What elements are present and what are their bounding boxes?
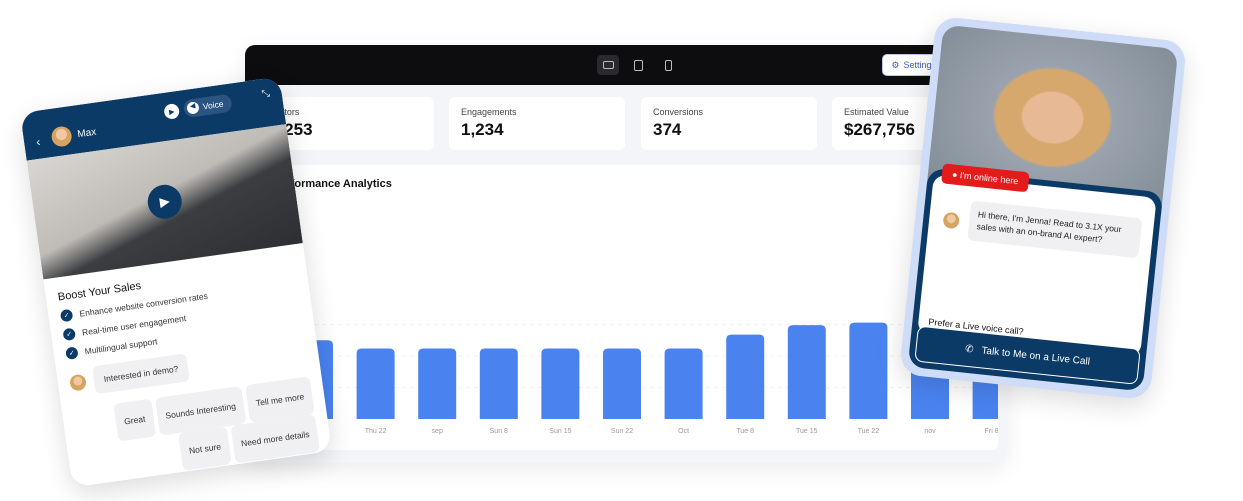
stat-label: Conversions xyxy=(653,107,704,117)
back-icon[interactable]: ‹ xyxy=(35,134,42,150)
stat-conversions: Conversions 374 xyxy=(641,97,817,150)
agent-message: Hi there, I'm Jenna! Read to 3.1X your s… xyxy=(967,200,1143,259)
call-button-label: Talk to Me on a Live Call xyxy=(980,344,1091,368)
x-tick-label: Sun 15 xyxy=(549,428,571,435)
mobile-icon[interactable] xyxy=(657,55,679,75)
bar[interactable] xyxy=(787,325,826,419)
play-icon[interactable]: ▶ xyxy=(163,102,181,120)
agent-avatar xyxy=(942,211,960,230)
expand-icon[interactable]: ⤡ xyxy=(261,88,271,101)
stat-label: Estimated Value xyxy=(844,107,909,117)
x-tick-label: sep xyxy=(432,428,443,435)
stat-label: Engagements xyxy=(461,107,517,117)
voice-button[interactable]: ◀ Voice xyxy=(182,93,233,119)
top-bar: ⚙ Settings xyxy=(245,45,1007,85)
chat-widget-jenna: ● I'm online here Hi there, I'm Jenna! R… xyxy=(898,15,1188,401)
play-video-icon[interactable]: ▶ xyxy=(145,182,184,221)
online-text: I'm online here xyxy=(959,170,1019,187)
bar[interactable] xyxy=(603,348,641,419)
bar[interactable] xyxy=(418,348,457,419)
analytics-dashboard: ⚙ Settings Visitors 5,253 Engagements 1,234… xyxy=(245,45,1007,463)
widget-body: Boost Your Sales ✓ Enhance website conver… xyxy=(43,243,332,487)
agent-avatar xyxy=(50,125,73,148)
x-tick-label: Tue 8 xyxy=(736,428,754,435)
reply-chip[interactable]: Not sure xyxy=(178,426,232,471)
phone-icon: ✆ xyxy=(964,343,975,355)
desktop-icon[interactable] xyxy=(597,55,619,75)
tablet-icon[interactable] xyxy=(627,55,649,75)
stat-value: 5,253 xyxy=(270,120,313,139)
agent-name: Max xyxy=(76,126,98,141)
check-icon: ✓ xyxy=(65,346,79,360)
check-icon: ✓ xyxy=(59,308,74,323)
reply-chip[interactable]: Great xyxy=(113,398,156,442)
bar[interactable] xyxy=(664,348,703,419)
stat-value: 1,234 xyxy=(461,120,504,139)
bar[interactable] xyxy=(479,348,518,419)
gear-icon: ⚙ xyxy=(891,59,900,70)
stat-engagements: Engagements 1,234 xyxy=(449,97,625,150)
x-tick-label: Thu 22 xyxy=(365,428,387,435)
x-tick-label: Fri 8 xyxy=(985,428,998,435)
bar[interactable] xyxy=(541,348,580,419)
stat-value: $267,756 xyxy=(844,120,915,139)
chat-widget-max: ‹ Max ▶ ◀ Voice ⤡ ▶ Boost Your Sales ✓ Enh… xyxy=(19,76,333,488)
x-tick-label: Sun 22 xyxy=(611,428,633,435)
voice-label: Voice xyxy=(202,98,225,112)
performance-chart: Performance Analytics Thu 22 sep Sun 8 Sun … xyxy=(258,165,998,450)
stat-label: Visitors xyxy=(270,107,300,117)
stat-value: 374 xyxy=(653,120,682,139)
check-icon: ✓ xyxy=(62,327,77,342)
bar[interactable] xyxy=(726,334,765,419)
x-tick-label: nov xyxy=(924,428,936,435)
x-tick-label: Oct xyxy=(678,428,689,435)
chart-title: Performance Analytics xyxy=(273,178,392,190)
speaker-icon: ◀ xyxy=(186,101,200,115)
bar[interactable] xyxy=(356,348,395,419)
feature-text: Multilingual support xyxy=(84,336,158,357)
agent-avatar xyxy=(69,373,88,392)
x-tick-label: Sun 8 xyxy=(490,428,508,435)
x-tick-label: Tue 22 xyxy=(858,428,880,435)
agent-message: Interested in demo? xyxy=(91,353,191,395)
bar[interactable] xyxy=(849,322,888,419)
bar-chart: Thu 22 sep Sun 8 Sun 15 Sun 22 Oct Tue 8 Tue 15… xyxy=(295,306,998,435)
widget-panel: ● I'm online here Hi there, I'm Jenna! R… xyxy=(907,163,1164,392)
settings-label: Settings xyxy=(903,60,936,70)
x-tick-label: Tue 15 xyxy=(796,428,818,435)
